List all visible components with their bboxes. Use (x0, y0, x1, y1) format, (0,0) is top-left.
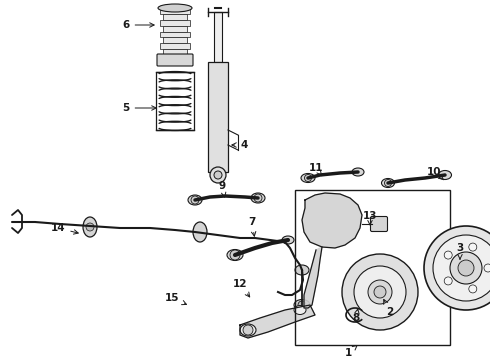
Text: 12: 12 (233, 279, 250, 297)
FancyBboxPatch shape (157, 54, 193, 66)
Circle shape (254, 194, 262, 202)
Bar (160, 20, 190, 26)
Bar (156, 72, 194, 130)
Circle shape (342, 254, 418, 330)
Circle shape (469, 285, 477, 293)
Circle shape (385, 180, 392, 186)
Circle shape (210, 167, 226, 183)
Ellipse shape (251, 193, 265, 203)
Circle shape (450, 252, 482, 284)
FancyBboxPatch shape (370, 216, 388, 231)
Ellipse shape (240, 324, 256, 336)
Ellipse shape (227, 249, 243, 261)
Bar (208, 62, 228, 172)
Circle shape (298, 301, 306, 309)
Bar (163, 37, 187, 43)
Text: 5: 5 (122, 103, 156, 113)
Ellipse shape (193, 222, 207, 242)
Text: 11: 11 (309, 163, 323, 176)
Circle shape (484, 264, 490, 272)
Circle shape (433, 235, 490, 301)
Bar (160, 43, 190, 49)
Polygon shape (304, 247, 322, 308)
Polygon shape (240, 305, 315, 338)
Text: 10: 10 (427, 167, 444, 180)
Text: 7: 7 (248, 217, 256, 236)
Text: 6: 6 (122, 20, 154, 30)
Ellipse shape (188, 195, 202, 205)
Circle shape (86, 223, 94, 231)
Text: 4: 4 (232, 140, 247, 150)
Circle shape (444, 277, 452, 285)
Ellipse shape (294, 300, 310, 310)
Text: 14: 14 (50, 223, 78, 234)
Ellipse shape (282, 236, 294, 244)
Ellipse shape (294, 306, 306, 315)
Polygon shape (302, 193, 362, 248)
Text: 15: 15 (165, 293, 187, 305)
Ellipse shape (301, 174, 315, 183)
Bar (214, 12, 222, 62)
Circle shape (354, 266, 406, 318)
Text: 13: 13 (363, 211, 377, 225)
Circle shape (374, 286, 386, 298)
Ellipse shape (352, 168, 364, 176)
Circle shape (214, 171, 222, 179)
Bar (163, 14, 187, 20)
Circle shape (424, 226, 490, 310)
Circle shape (458, 260, 474, 276)
Ellipse shape (439, 171, 451, 180)
Text: 2: 2 (384, 300, 393, 317)
Text: 1: 1 (344, 346, 357, 358)
Bar (163, 26, 187, 31)
Circle shape (444, 251, 452, 259)
Bar (160, 31, 190, 37)
Bar (160, 8, 190, 14)
Circle shape (191, 196, 199, 204)
Circle shape (368, 280, 392, 304)
Circle shape (230, 250, 240, 260)
Circle shape (304, 175, 312, 181)
Circle shape (243, 325, 253, 335)
Text: 3: 3 (456, 243, 464, 259)
Bar (295, 190, 450, 345)
Text: 8: 8 (352, 309, 360, 323)
Ellipse shape (295, 265, 309, 275)
Bar (163, 49, 187, 55)
Bar (160, 55, 190, 61)
Ellipse shape (83, 217, 97, 237)
Circle shape (469, 243, 477, 251)
Ellipse shape (158, 4, 192, 12)
Text: 9: 9 (219, 181, 226, 197)
Ellipse shape (382, 179, 394, 188)
